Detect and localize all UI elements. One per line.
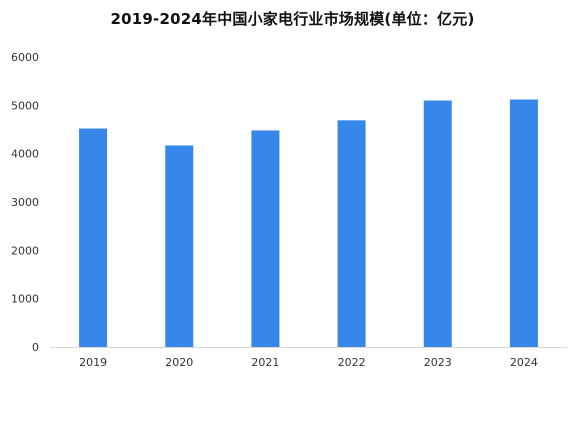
bar-2021 — [251, 130, 280, 347]
y-tick-label-1: 1000 — [11, 293, 39, 306]
x-tick-label-2019: 2019 — [79, 356, 107, 369]
x-tick-label-2021: 2021 — [251, 356, 279, 369]
y-tick-label-0: 0 — [32, 341, 39, 354]
bar-2024 — [509, 99, 538, 348]
y-tick-label-5: 5000 — [11, 99, 39, 112]
chart-title: 2019-2024年中国小家电行业市场规模(单位：亿元) — [110, 10, 475, 28]
y-tick-label-6: 6000 — [11, 51, 39, 64]
y-tick-label-3: 3000 — [11, 196, 39, 209]
bar-2020 — [165, 145, 194, 347]
x-tick-label-2024: 2024 — [510, 356, 538, 369]
bar-2022 — [337, 120, 366, 347]
x-tick-label-2020: 2020 — [165, 356, 193, 369]
y-tick-label-4: 4000 — [11, 148, 39, 161]
x-tick-label-2023: 2023 — [424, 356, 452, 369]
y-tick-label-2: 2000 — [11, 244, 39, 257]
bar-2019 — [79, 128, 108, 347]
x-tick-label-2022: 2022 — [338, 356, 366, 369]
bar-2023 — [423, 100, 452, 347]
